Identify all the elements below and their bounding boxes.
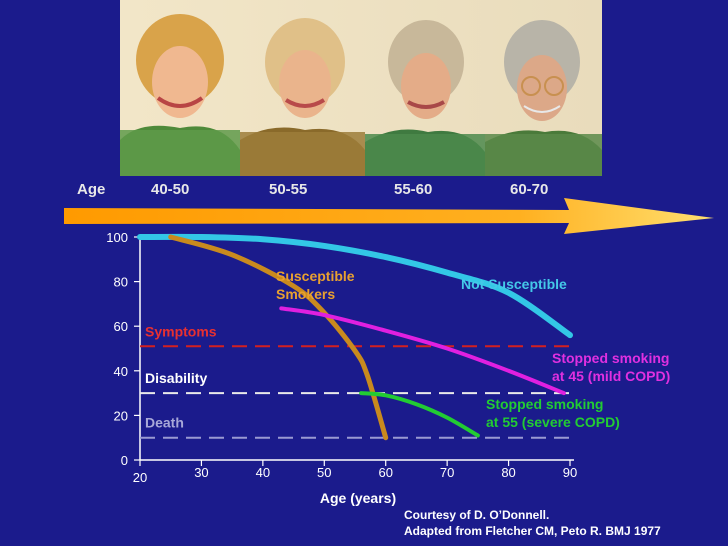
x-axis-label: Age (years) <box>320 490 396 506</box>
x-tick-label-70: 70 <box>440 465 454 480</box>
threshold-lines: Symptoms Disability Death <box>140 323 570 439</box>
courtesy-note: Courtesy of D. O’Donnell. Adapted from F… <box>404 507 661 539</box>
annotation-susceptible-line-1: Susceptible <box>276 268 355 284</box>
x-tick-label-60: 60 <box>378 465 392 480</box>
x-tick-label-90: 90 <box>563 465 577 480</box>
chart-axes: 20 30 40 50 60 70 80 90 0 20 40 60 80 100 Age (years) <box>106 230 577 506</box>
courtesy-line-2: Adapted from Fletcher CM, Peto R. BMJ 19… <box>404 524 661 538</box>
annotation-not_susceptible-line-1: Not Susceptible <box>461 276 567 292</box>
series-lines <box>137 233 573 441</box>
threshold-label-disability: Disability <box>145 370 207 386</box>
series-line-2 <box>168 234 389 441</box>
threshold-label-symptoms: Symptoms <box>145 323 217 339</box>
x-tick-label-20: 20 <box>133 470 147 485</box>
age-group-4: 60-70 <box>510 181 549 198</box>
woman-portrait-3-icon <box>365 20 485 176</box>
woman-portrait-2-icon <box>240 18 365 176</box>
annotation-stopped55-line-1: Stopped smoking <box>486 396 603 412</box>
age-group-3: 55-60 <box>394 181 433 198</box>
age-group-1: 40-50 <box>151 181 190 198</box>
x-tick-label-40: 40 <box>256 465 270 480</box>
annotation-stopped55-line-2: at 55 (severe COPD) <box>486 414 620 430</box>
series-line-4 <box>359 391 480 438</box>
annotation-susceptible-line-2: Smokers <box>276 286 335 302</box>
y-tick-label-80: 80 <box>114 275 128 290</box>
series-line-3 <box>279 306 566 396</box>
y-tick-label-0: 0 <box>121 453 128 468</box>
age-group-2: 50-55 <box>269 181 308 198</box>
y-tick-label-40: 40 <box>114 364 128 379</box>
annotation-stopped45-line-2: at 45 (mild COPD) <box>552 368 670 384</box>
threshold-label-death: Death <box>145 415 184 431</box>
y-tick-label-20: 20 <box>114 408 128 423</box>
portrait-strip <box>120 0 602 176</box>
x-tick-label-30: 30 <box>194 465 208 480</box>
woman-portrait-4-icon <box>485 20 602 176</box>
series-line-1 <box>137 233 573 339</box>
x-tick-label-80: 80 <box>501 465 515 480</box>
x-tick-label-50: 50 <box>317 465 331 480</box>
age-label: Age <box>77 181 106 198</box>
y-tick-label-60: 60 <box>114 319 128 334</box>
chart-annotations: Susceptible Smokers Not Susceptible Stopped… <box>276 268 670 430</box>
annotation-stopped45-line-1: Stopped smoking <box>552 350 669 366</box>
y-tick-label-100: 100 <box>106 230 128 245</box>
woman-portrait-1-icon <box>120 14 240 176</box>
age-arrow-icon <box>64 198 714 234</box>
courtesy-line-1: Courtesy of D. O’Donnell. <box>404 508 550 522</box>
